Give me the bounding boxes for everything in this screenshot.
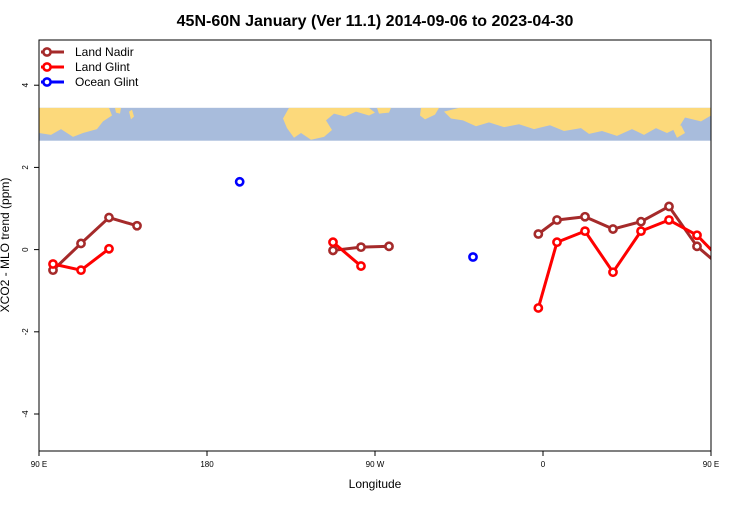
chart-title: 45N-60N January (Ver 11.1) 2014-09-06 to… xyxy=(177,13,574,30)
map-landmass xyxy=(377,107,391,114)
data-point xyxy=(533,303,544,313)
series-line xyxy=(536,218,711,309)
data-point xyxy=(721,267,728,274)
y-tick-label: 2 xyxy=(21,165,30,170)
plot-frame xyxy=(38,39,712,452)
data-point xyxy=(552,215,562,225)
data-point xyxy=(48,259,58,269)
y-tick-label: 4 xyxy=(21,82,30,87)
series-line xyxy=(332,241,362,268)
series-layer xyxy=(48,176,728,313)
y-tick-label: -2 xyxy=(21,328,30,336)
data-point xyxy=(636,216,646,227)
data-point xyxy=(636,226,646,237)
x-tick-label: 90 E xyxy=(31,460,47,469)
series-land-glint xyxy=(48,215,728,313)
legend-marker xyxy=(42,77,52,87)
data-point xyxy=(692,241,702,252)
data-point xyxy=(234,176,245,187)
x-axis-label: Longitude xyxy=(349,477,402,491)
x-tick-label: 180 xyxy=(200,460,214,469)
map-landmass xyxy=(420,107,439,120)
data-point xyxy=(608,267,618,278)
legend-marker xyxy=(42,47,52,57)
map-landmass xyxy=(115,107,121,114)
legend-marker xyxy=(42,62,52,72)
data-point xyxy=(384,241,394,252)
data-point xyxy=(104,212,114,223)
series-ocean-glint xyxy=(234,176,478,262)
legend-label: Ocean Glint xyxy=(75,75,139,89)
data-point xyxy=(664,201,674,212)
map-landmass xyxy=(129,109,134,120)
map-landmass xyxy=(283,107,375,140)
data-point xyxy=(76,238,86,249)
series-land-nadir xyxy=(48,201,728,276)
data-point xyxy=(580,226,590,237)
x-tick-label: 0 xyxy=(541,460,546,469)
data-point xyxy=(580,211,590,222)
data-point xyxy=(533,229,544,239)
data-point xyxy=(608,224,618,234)
series-line xyxy=(51,216,138,272)
data-point xyxy=(328,237,338,248)
data-point xyxy=(468,252,478,262)
map-landmass xyxy=(39,107,112,137)
data-point xyxy=(721,260,728,267)
data-point xyxy=(692,230,702,241)
data-point xyxy=(664,215,674,225)
data-point xyxy=(132,220,142,231)
data-point xyxy=(76,265,86,276)
y-tick-label: 0 xyxy=(21,247,30,252)
map-landmass xyxy=(444,107,711,136)
map-strip xyxy=(39,107,711,141)
data-point xyxy=(356,242,366,253)
y-axis-label: XCO2 - MLO trend (ppm) xyxy=(0,178,12,313)
x-tick-label: 90 W xyxy=(366,460,385,469)
data-point xyxy=(356,261,366,271)
legend-label: Land Glint xyxy=(75,60,130,74)
y-tick-label: -4 xyxy=(21,410,30,418)
axes: 90 E 180 90 W 0 90 E -4 -2 0 2 4 xyxy=(21,82,719,469)
legend-label: Land Nadir xyxy=(75,45,134,59)
map-landmass xyxy=(673,125,685,138)
data-point xyxy=(552,237,562,248)
data-point xyxy=(104,243,114,254)
x-tick-label: 90 E xyxy=(703,460,719,469)
data-point xyxy=(328,245,338,256)
